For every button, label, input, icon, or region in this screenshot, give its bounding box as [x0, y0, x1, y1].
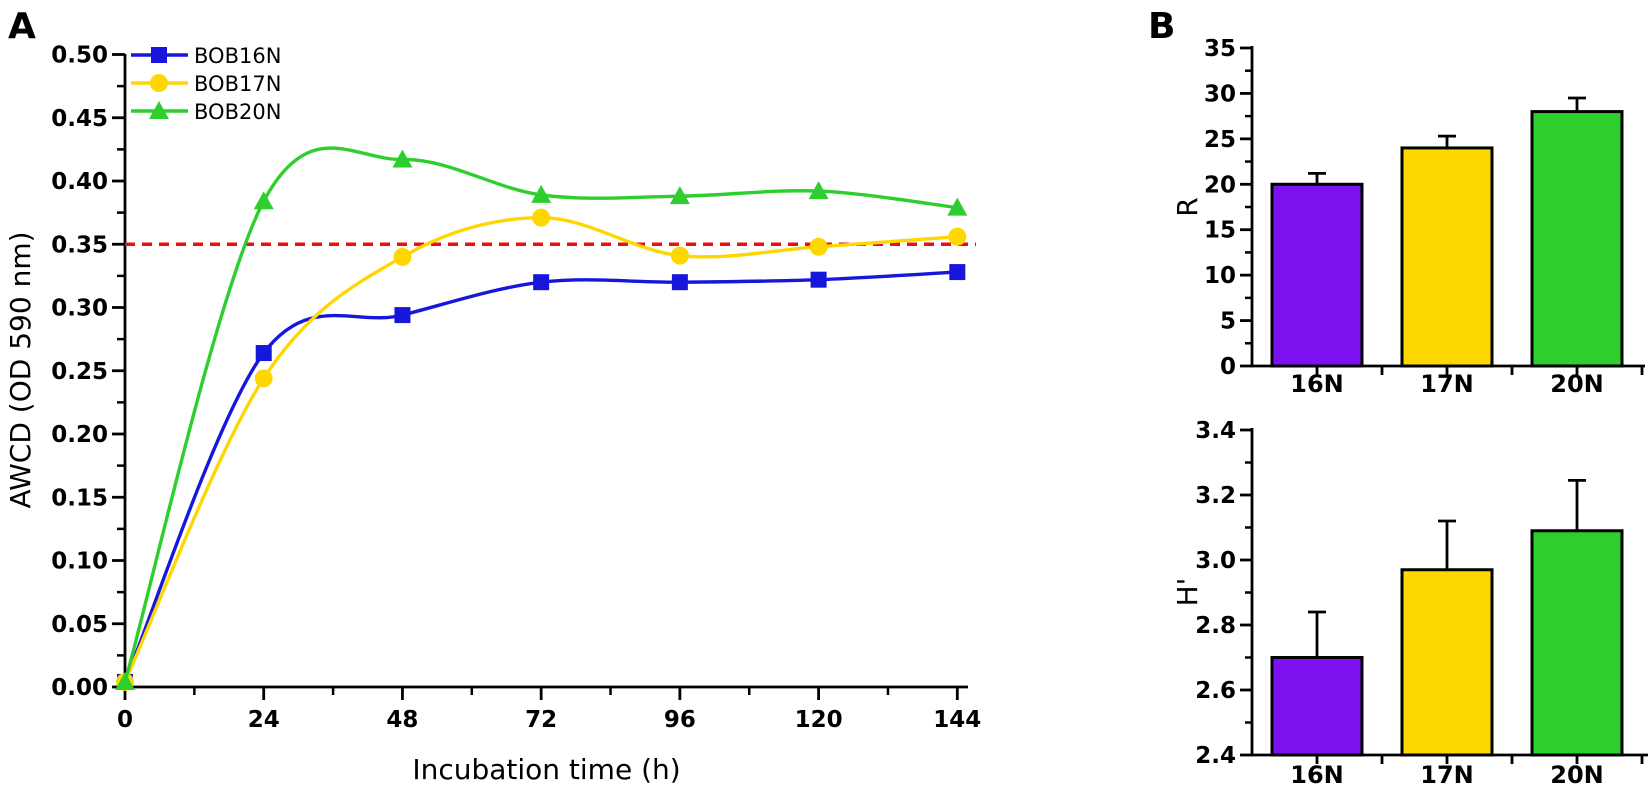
x-tick-label: 96	[664, 707, 696, 733]
series-line-BOB20N	[123, 146, 959, 684]
legend-item-BOB17N: BOB17N	[131, 72, 281, 96]
bar-17N	[1400, 146, 1494, 368]
x-tick-label: 24	[248, 707, 280, 733]
bar-16N	[1270, 656, 1364, 757]
legend-item-BOB20N: BOB20N	[131, 100, 281, 124]
y-tick-label: 0.00	[51, 675, 108, 701]
legend-marker-square	[151, 47, 167, 63]
y-tick-label: 2.8	[1195, 613, 1236, 639]
marker-BOB20N	[531, 184, 552, 203]
legend-label: BOB16N	[194, 44, 281, 68]
bar-20N	[1530, 110, 1624, 368]
marker-BOB16N	[255, 345, 272, 362]
marker-BOB17N	[393, 247, 412, 266]
y-tick-label: 3.4	[1195, 418, 1236, 444]
marker-BOB17N	[809, 237, 828, 256]
legend-label: BOB20N	[194, 100, 281, 124]
y-tick-label: 10	[1204, 263, 1236, 289]
richness-bar-chart: 0 5 10 15 20 25 30 35 16N 17N 20N R	[1171, 36, 1645, 398]
bar-17N	[1400, 568, 1494, 757]
series-line-BOB17N	[123, 215, 959, 684]
awcd-line-chart: 0.00 0.05 0.10 0.15 0.20 0.25 0.30 0.35 0.40 0.45…	[4, 43, 981, 787]
marker-BOB20N	[808, 181, 829, 200]
x-tick-label: 144	[933, 707, 981, 733]
marker-BOB16N	[671, 274, 688, 291]
y-tick-label: 0.10	[51, 549, 108, 575]
y-tick-label: 0	[1220, 354, 1236, 380]
legend-label: BOB17N	[194, 72, 281, 96]
x-axis-title: Incubation time (h)	[412, 753, 680, 786]
category-label: 16N	[1290, 370, 1343, 398]
marker-BOB20N	[253, 191, 274, 210]
bar-16N	[1270, 182, 1364, 368]
shannon-bar-chart: 2.4 2.6 2.8 3.0 3.2 3.4 16N 17N 20N H'	[1171, 418, 1648, 789]
y-tick-label: 35	[1204, 36, 1236, 62]
y-axis-title: H'	[1171, 578, 1204, 607]
panel-b-label: B	[1148, 6, 1175, 47]
marker-BOB20N	[669, 186, 690, 205]
y-tick-label: 25	[1204, 127, 1236, 153]
category-label: 20N	[1550, 370, 1603, 398]
legend-marker-circle	[150, 74, 168, 92]
y-tick-label: 0.40	[51, 169, 108, 195]
x-tick-label: 48	[386, 707, 418, 733]
y-tick-label: 0.45	[51, 106, 108, 132]
x-tick-label: 0	[117, 707, 133, 733]
marker-BOB17N	[254, 369, 273, 388]
category-label: 17N	[1420, 370, 1473, 398]
legend-marker-triangle	[149, 101, 169, 119]
y-tick-label: 0.30	[51, 296, 108, 322]
marker-BOB16N	[810, 271, 827, 288]
legend-item-BOB16N: BOB16N	[131, 44, 281, 68]
category-label: 16N	[1290, 761, 1343, 789]
y-tick-label: 2.6	[1195, 678, 1236, 704]
y-axis-title: R	[1171, 197, 1204, 216]
marker-BOB20N	[115, 671, 135, 690]
y-tick-label: 0.15	[51, 485, 108, 511]
y-tick-label: 20	[1204, 172, 1236, 198]
y-tick-label: 0.25	[51, 359, 108, 385]
marker-BOB16N	[394, 307, 411, 324]
category-label: 20N	[1550, 761, 1603, 789]
y-tick-label: 0.20	[51, 422, 108, 448]
panel-a-label: A	[8, 6, 36, 47]
marker-BOB17N	[948, 227, 967, 246]
y-axis-title: AWCD (OD 590 nm)	[4, 231, 37, 508]
y-tick-label: 0.50	[51, 43, 108, 69]
y-tick-label: 3.2	[1195, 483, 1236, 509]
marker-BOB17N	[532, 208, 551, 227]
y-tick-label: 2.4	[1195, 743, 1236, 769]
y-tick-label: 15	[1204, 218, 1236, 244]
bar-20N	[1530, 529, 1624, 757]
x-tick-label: 72	[525, 707, 557, 733]
x-tick-label: 120	[795, 707, 843, 733]
y-tick-label: 0.05	[51, 612, 108, 638]
category-label: 17N	[1420, 761, 1473, 789]
y-tick-label: 3.0	[1195, 548, 1236, 574]
marker-BOB16N	[949, 264, 966, 281]
y-tick-label: 0.35	[51, 232, 108, 258]
marker-BOB16N	[533, 274, 550, 291]
marker-BOB20N	[392, 149, 413, 168]
marker-BOB17N	[670, 246, 689, 265]
y-tick-label: 30	[1204, 81, 1236, 107]
marker-BOB20N	[947, 197, 968, 216]
y-tick-label: 5	[1220, 309, 1236, 335]
series-line-BOB16N	[123, 270, 959, 684]
